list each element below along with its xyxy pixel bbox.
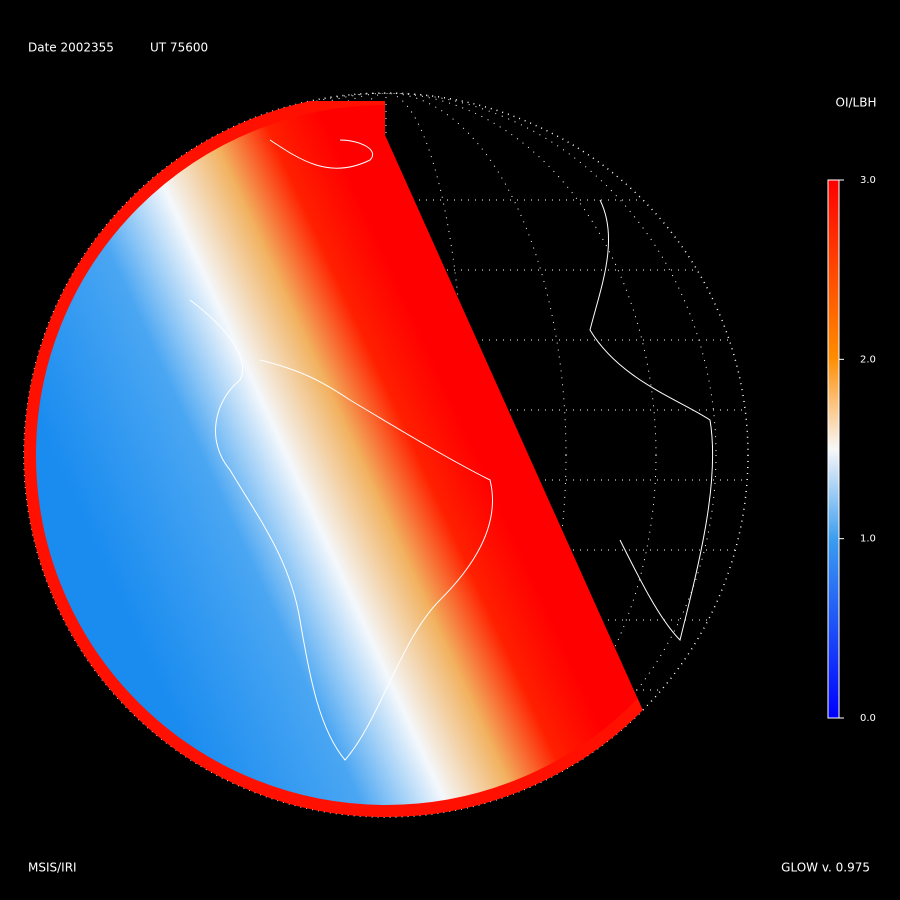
colorbar: [827, 179, 840, 719]
colorbar-title: OI/LBH: [836, 96, 877, 110]
model-label: MSIS/IRI: [28, 861, 77, 875]
globe: [23, 92, 749, 818]
version-label: GLOW v. 0.975: [781, 861, 870, 875]
colorbar-tick-label: 1.0: [860, 534, 876, 545]
colorbar-tick-label: 3.0: [860, 175, 876, 186]
time-label: UT 75600: [150, 41, 208, 55]
date-label: Date 2002355: [28, 41, 114, 55]
colorbar-tick-label: 0.0: [860, 713, 876, 724]
globe-outline: [23, 92, 749, 818]
coastlines: [189, 139, 714, 761]
dayside: [24, 101, 645, 817]
colorbar-tick-label: 2.0: [860, 354, 876, 365]
